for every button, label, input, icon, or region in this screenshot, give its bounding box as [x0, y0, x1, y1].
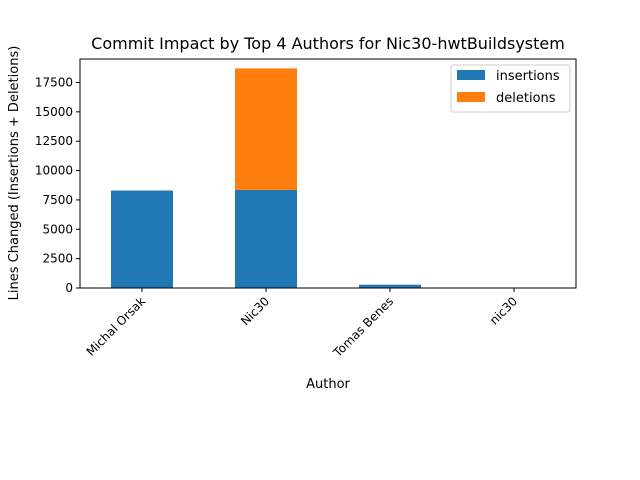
legend-swatch-deletions — [457, 92, 485, 102]
y-tick-label: 2500 — [42, 252, 73, 266]
y-tick-label: 17500 — [35, 75, 73, 89]
plot-frame — [79, 58, 577, 289]
y-tick-label: 5000 — [42, 222, 73, 236]
legend-label-deletions: deletions — [496, 91, 556, 106]
bar-insertions-2 — [359, 284, 421, 288]
bar-deletions-1 — [235, 68, 297, 190]
y-tick-label: 0 — [65, 281, 73, 295]
bars-group — [111, 68, 545, 288]
y-axis-label: Lines Changed (Insertions + Deletions) — [7, 46, 22, 301]
x-tick-label: nic30 — [487, 294, 520, 327]
y-tick-label: 12500 — [35, 134, 73, 148]
bar-insertions-0 — [111, 190, 173, 288]
x-tick-label: Tomas Benes — [330, 294, 396, 360]
x-tick-label: Nic30 — [238, 294, 272, 328]
x-axis-ticks: Michal Orsak Nic30 Tomas Benes nic30 — [84, 288, 520, 360]
y-axis-ticks: 0 2500 5000 7500 10000 12500 15000 17500 — [35, 75, 80, 295]
chart-title: Commit Impact by Top 4 Authors for Nic30… — [91, 34, 565, 53]
bar-insertions-1 — [235, 189, 297, 288]
y-tick-label: 15000 — [35, 105, 73, 119]
legend-label-insertions: insertions — [496, 69, 560, 84]
y-tick-label: 7500 — [42, 193, 73, 207]
x-axis-label: Author — [306, 377, 350, 392]
y-tick-label: 10000 — [35, 164, 73, 178]
legend-swatch-insertions — [457, 70, 485, 80]
x-tick-label: Michal Orsak — [84, 294, 149, 359]
legend: insertions deletions — [450, 64, 571, 113]
